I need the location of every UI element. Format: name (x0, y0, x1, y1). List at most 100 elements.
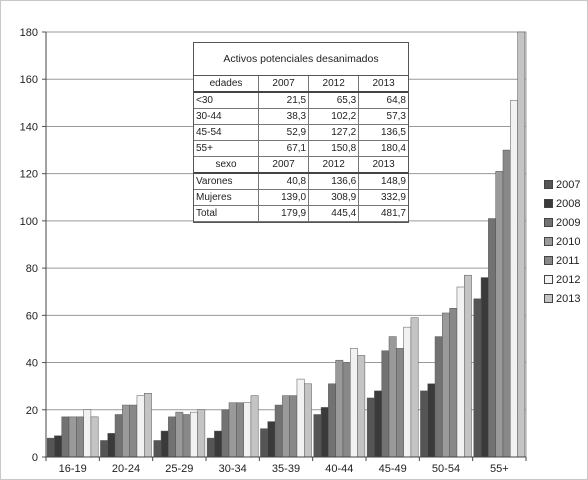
bar-2008-20-24 (107, 433, 116, 458)
bar-2010-16-19 (68, 416, 77, 458)
bar-2012-30-34 (243, 402, 252, 458)
bar-2010-20-24 (122, 404, 130, 458)
legend-label: 2010 (556, 235, 581, 248)
bar-2007-55+ (473, 298, 482, 458)
legend-label: 2011 (556, 254, 580, 267)
legend: 2007 2008 2009 2010 2011 2012 2013 (544, 175, 580, 308)
bar-2011-45-49 (396, 348, 404, 458)
table-cell: <30 (194, 91, 259, 109)
table-cell: 136,5 (358, 124, 408, 141)
legend-item-2010: 2010 (544, 232, 580, 251)
bar-2012-35-39 (296, 378, 305, 458)
table-cell: 30-44 (194, 108, 259, 125)
bar-2011-20-24 (129, 404, 138, 458)
table-cell: 55+ (194, 140, 259, 157)
bar-2009-40-44 (328, 383, 336, 458)
y-tick-label: 120 (20, 169, 38, 181)
bar-2007-45-49 (366, 397, 375, 458)
table-cell: Varones (194, 172, 259, 190)
legend-label: 2013 (556, 292, 581, 305)
bar-2012-45-49 (403, 326, 412, 458)
bar-2011-50-54 (449, 308, 458, 458)
bar-2008-40-44 (320, 407, 329, 458)
legend-swatch (544, 218, 553, 227)
inset-table: Activos potenciales desanimados edades 20… (193, 42, 409, 223)
legend-label: 2012 (556, 273, 581, 286)
y-tick-label: 60 (26, 310, 38, 322)
bar-2010-30-34 (228, 402, 237, 458)
bar-2007-35-39 (260, 428, 269, 458)
bar-2011-16-19 (76, 416, 84, 458)
legend-label: 2009 (556, 216, 581, 229)
x-tick-label: 55+ (490, 463, 509, 475)
legend-item-2009: 2009 (544, 213, 580, 232)
bar-2009-50-54 (434, 336, 443, 458)
bar-2009-55+ (488, 218, 496, 458)
bar-2012-20-24 (136, 395, 145, 458)
bar-2011-40-44 (342, 362, 351, 458)
y-tick-label: 40 (26, 358, 38, 370)
bar-2009-35-39 (274, 404, 283, 458)
bar-2012-25-29 (190, 411, 198, 458)
table-header-cell: sexo (194, 156, 259, 174)
table-cell: 65,3 (308, 91, 360, 109)
bar-2009-30-34 (221, 409, 230, 458)
x-tick-label: 35-39 (272, 463, 300, 475)
bar-2013-40-44 (357, 355, 366, 458)
bar-2009-16-19 (61, 416, 70, 458)
table-row: 55+ 67,1 150,8 180,4 (194, 140, 408, 157)
table-cell: 180,4 (358, 140, 408, 157)
bar-2008-50-54 (427, 383, 436, 458)
y-tick-label: 80 (26, 263, 38, 275)
legend-label: 2007 (556, 178, 581, 191)
x-tick-label: 16-19 (59, 463, 87, 475)
table-cell: 67,1 (257, 140, 310, 157)
legend-swatch (544, 237, 553, 246)
legend-swatch (544, 199, 553, 208)
table-cell: Mujeres (194, 189, 259, 206)
bar-2008-45-49 (374, 390, 382, 458)
bar-2012-50-54 (456, 286, 465, 458)
table-row: Total 179,9 445,4 481,7 (194, 205, 408, 222)
bar-2007-25-29 (153, 440, 162, 458)
bar-2013-30-34 (250, 395, 259, 458)
table-cell: 38,3 (257, 108, 310, 125)
bar-2013-20-24 (144, 393, 152, 458)
table-cell: 40,8 (257, 172, 310, 190)
x-tick-label: 20-24 (112, 463, 140, 475)
table-header-cell: edades (194, 76, 259, 93)
legend-item-2007: 2007 (544, 175, 580, 194)
table-header-cell: 2013 (358, 156, 408, 174)
y-tick-label: 100 (20, 216, 38, 228)
table-header-cell: 2007 (257, 76, 310, 93)
bar-2008-35-39 (267, 421, 276, 458)
y-tick-label: 0 (32, 452, 38, 464)
bar-2013-35-39 (304, 383, 312, 458)
y-tick-label: 20 (26, 405, 38, 417)
bar-2011-30-34 (236, 402, 244, 458)
legend-item-2013: 2013 (544, 289, 580, 308)
table-header-cell: 2012 (308, 156, 360, 174)
table-cell: 127,2 (308, 124, 360, 141)
table-cell: 45-54 (194, 124, 259, 141)
y-tick-label: 180 (20, 27, 38, 39)
bar-2009-45-49 (381, 350, 390, 458)
table-cell: 139,0 (257, 189, 310, 206)
table-row: <30 21,5 65,3 64,8 (194, 91, 408, 109)
bar-2010-25-29 (175, 411, 184, 458)
bar-2007-20-24 (100, 440, 108, 458)
table-header-row: edades 2007 2012 2013 (194, 76, 408, 93)
x-tick-label: 30-34 (219, 463, 247, 475)
legend-item-2008: 2008 (544, 194, 580, 213)
inset-title: Activos potenciales desanimados (194, 43, 408, 76)
bar-2007-40-44 (313, 414, 322, 458)
inset-data-table: edades 2007 2012 2013 <30 21,5 65,3 64,8 30-44 38… (194, 76, 408, 222)
table-cell: Total (194, 205, 259, 222)
table-cell: 102,2 (308, 108, 360, 125)
legend-swatch (544, 275, 553, 284)
bar-2007-50-54 (420, 390, 429, 458)
bar-2013-45-49 (410, 317, 419, 458)
bar-2008-16-19 (54, 435, 62, 458)
table-cell: 52,9 (257, 124, 310, 141)
bar-2012-40-44 (350, 348, 358, 458)
